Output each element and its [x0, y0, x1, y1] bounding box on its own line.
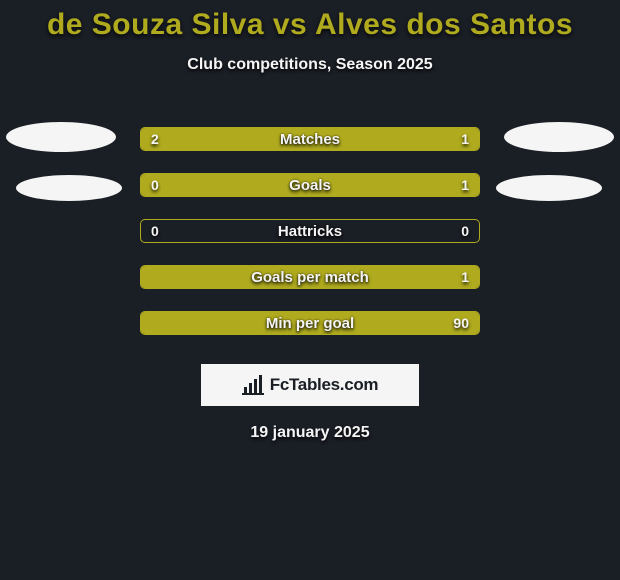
stat-label: Matches: [280, 131, 340, 148]
subtitle: Club competitions, Season 2025: [0, 56, 620, 74]
brand-box[interactable]: FcTables.com: [201, 364, 419, 406]
brand-label: FcTables.com: [270, 375, 379, 395]
stat-value-right: 1: [461, 131, 469, 147]
stat-label: Goals: [289, 177, 331, 194]
stat-row: Min per goal 90: [0, 300, 620, 346]
stat-value-right: 90: [453, 315, 469, 331]
stat-bar: Min per goal 90: [140, 311, 480, 335]
barchart-icon: [242, 375, 266, 395]
stat-bar: Goals per match 1: [140, 265, 480, 289]
stat-row: 2 Matches 1: [0, 116, 620, 162]
stat-value-right: 1: [461, 269, 469, 285]
stat-bar: 2 Matches 1: [140, 127, 480, 151]
stat-bar: 0 Goals 1: [140, 173, 480, 197]
stat-value-left: 0: [151, 177, 159, 193]
stat-bar-right: [202, 174, 479, 196]
stat-value-right: 0: [461, 223, 469, 239]
stat-label: Hattricks: [278, 223, 342, 240]
stat-row: 0 Goals 1: [0, 162, 620, 208]
stat-label: Min per goal: [266, 315, 354, 332]
page-title: de Souza Silva vs Alves dos Santos: [0, 8, 620, 42]
stat-row: Goals per match 1: [0, 254, 620, 300]
stat-value-left: 2: [151, 131, 159, 147]
comparison-card: de Souza Silva vs Alves dos Santos Club …: [0, 0, 620, 442]
stat-value-left: 0: [151, 223, 159, 239]
stat-label: Goals per match: [251, 269, 369, 286]
date-label: 19 january 2025: [0, 424, 620, 442]
stat-value-right: 1: [461, 177, 469, 193]
stats-list: 2 Matches 1 0 Goals 1 0 Hattricks 0: [0, 116, 620, 346]
stat-bar: 0 Hattricks 0: [140, 219, 480, 243]
stat-row: 0 Hattricks 0: [0, 208, 620, 254]
